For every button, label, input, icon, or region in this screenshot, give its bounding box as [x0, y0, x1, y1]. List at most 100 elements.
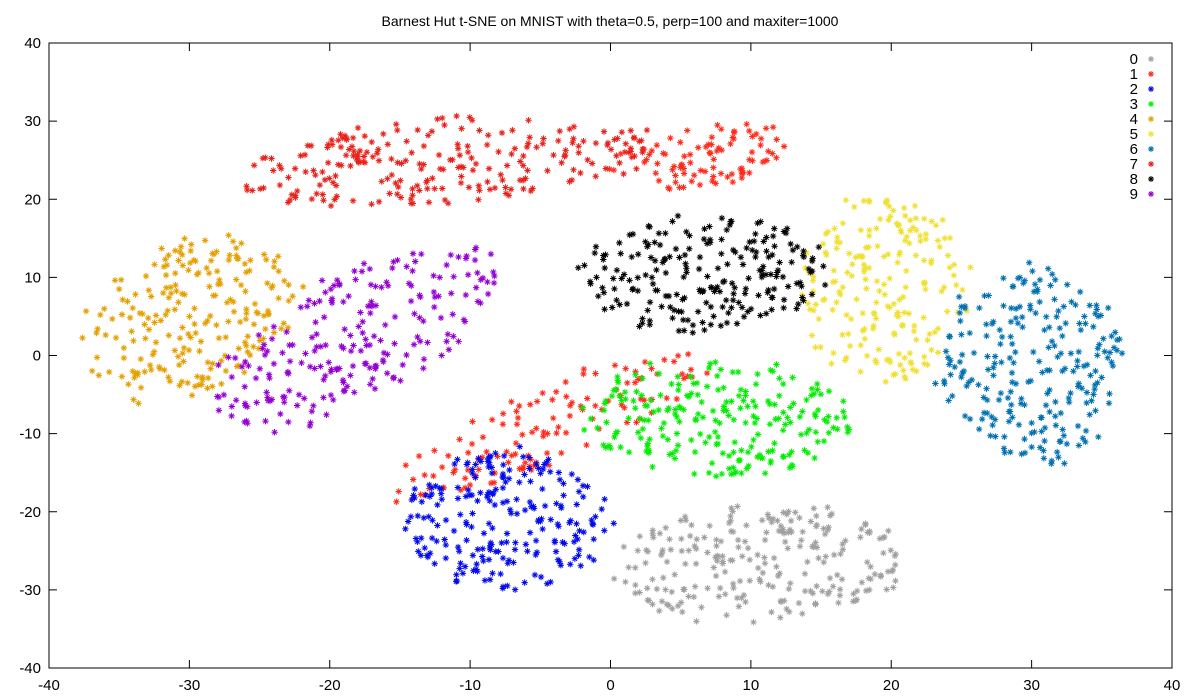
data-point	[489, 570, 496, 577]
data-point	[214, 393, 221, 400]
data-point	[742, 392, 749, 399]
data-point	[682, 560, 689, 568]
data-point	[668, 588, 675, 596]
data-point	[665, 292, 673, 300]
data-point	[139, 310, 146, 318]
data-point	[774, 572, 782, 580]
data-point	[703, 383, 711, 390]
data-point	[749, 398, 757, 405]
data-point	[718, 146, 725, 154]
data-point	[570, 135, 577, 142]
data-point	[354, 153, 362, 160]
data-point	[525, 117, 532, 124]
data-point	[713, 542, 720, 550]
data-point	[659, 432, 667, 440]
data-point	[95, 372, 103, 379]
data-point	[648, 409, 655, 416]
data-point	[448, 290, 455, 297]
x-tick-label: -40	[38, 677, 60, 694]
data-point	[626, 277, 633, 284]
data-point	[145, 314, 152, 322]
data-point	[983, 396, 991, 404]
data-point	[968, 376, 976, 384]
y-tick-label: 10	[24, 269, 41, 286]
data-point	[492, 486, 500, 493]
data-point	[377, 337, 384, 344]
data-point	[860, 197, 867, 205]
data-point	[798, 537, 805, 544]
data-point	[527, 503, 535, 510]
data-point	[320, 376, 327, 383]
data-point	[423, 179, 430, 186]
data-point	[692, 417, 700, 424]
data-point	[767, 271, 775, 278]
data-point	[820, 437, 828, 445]
data-point	[574, 476, 582, 483]
data-point	[575, 552, 582, 559]
data-point	[464, 148, 472, 156]
data-point	[259, 345, 266, 352]
data-point	[814, 406, 822, 414]
data-point	[1021, 277, 1028, 284]
data-point	[180, 344, 188, 352]
data-point	[484, 290, 492, 298]
data-point	[456, 152, 464, 159]
data-point	[632, 564, 639, 571]
data-point	[487, 539, 495, 547]
data-point	[817, 391, 825, 398]
data-point	[674, 212, 682, 220]
data-point	[775, 527, 783, 535]
data-point	[926, 330, 933, 338]
data-point	[500, 452, 508, 460]
data-point	[779, 453, 787, 461]
data-point	[785, 608, 793, 615]
data-point	[703, 369, 711, 377]
data-point	[1029, 267, 1036, 275]
data-point	[805, 426, 813, 433]
data-point	[1052, 413, 1059, 420]
data-point	[866, 528, 873, 535]
data-point	[773, 563, 780, 570]
data-point	[420, 317, 427, 325]
data-point	[471, 246, 479, 253]
data-point	[572, 532, 579, 539]
data-point	[592, 243, 600, 250]
data-point	[825, 413, 832, 420]
data-point	[641, 396, 648, 404]
data-point	[644, 243, 651, 250]
data-point	[633, 165, 640, 173]
data-point	[680, 273, 687, 281]
data-point	[339, 134, 346, 142]
data-point	[439, 185, 446, 192]
data-point	[643, 126, 651, 134]
data-point	[124, 298, 131, 305]
data-point	[207, 365, 214, 372]
data-point	[812, 413, 819, 420]
data-point	[573, 501, 580, 508]
data-point	[1118, 350, 1126, 357]
data-point	[438, 496, 446, 503]
data-point	[1061, 460, 1068, 467]
data-point	[317, 343, 325, 350]
data-point	[119, 296, 126, 303]
data-point	[723, 611, 730, 619]
data-point	[570, 123, 578, 130]
data-point	[380, 349, 388, 357]
data-point	[611, 362, 619, 369]
data-point	[752, 403, 759, 410]
data-point	[407, 195, 415, 203]
data-point	[836, 288, 843, 296]
data-point	[825, 388, 833, 395]
data-point	[475, 455, 482, 462]
data-point	[1087, 372, 1094, 379]
data-point	[455, 253, 462, 261]
data-point	[402, 525, 409, 533]
data-point	[763, 248, 770, 255]
data-point	[713, 285, 720, 292]
legend-label: 6	[1130, 141, 1138, 158]
data-point	[445, 346, 453, 353]
data-point	[966, 415, 974, 423]
data-point	[243, 186, 251, 194]
data-point	[1008, 304, 1015, 312]
data-point	[717, 538, 725, 545]
